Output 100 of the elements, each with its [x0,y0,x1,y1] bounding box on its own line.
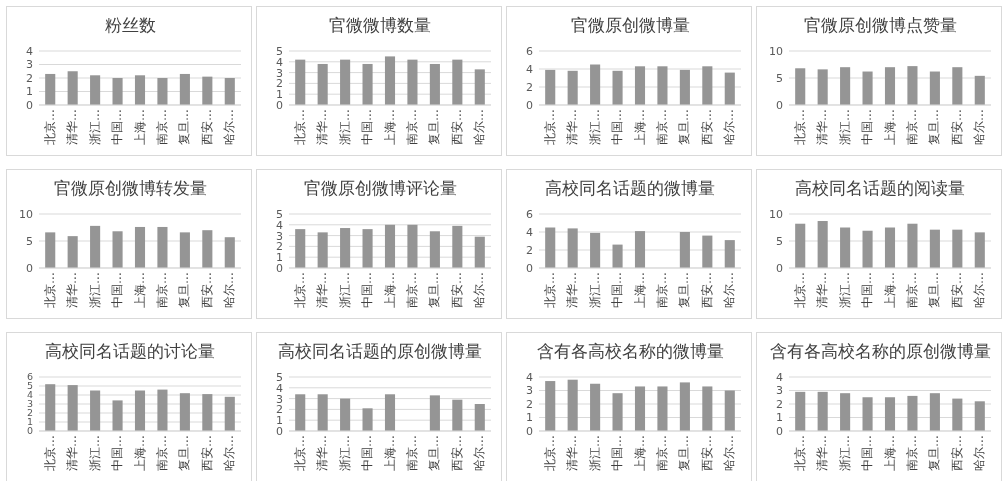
y-tick-label: 2 [276,403,283,417]
x-tick-label: 浙江… [87,109,102,145]
x-tick-label: 北京… [292,435,307,471]
x-tick-label: 清华… [565,109,580,145]
y-tick-label: 4 [26,389,33,401]
y-tick-label: 0 [526,424,533,438]
x-tick-label: 复旦… [427,109,442,145]
y-tick-label: 6 [526,44,533,58]
chart-title: 含有各高校名称的微博量 [536,341,724,361]
y-tick-label: 2 [26,71,33,85]
x-tick-label: 复旦… [927,435,942,471]
x-tick-label: 清华… [815,435,830,471]
y-tick-label: 3 [26,398,33,410]
x-tick-label: 西安… [949,272,964,308]
x-tick-label: 浙江… [587,109,602,145]
y-tick-label: 2 [26,407,33,419]
x-tick-label: 西安… [199,109,214,145]
chart-title: 高校同名话题的阅读量 [795,178,965,198]
chart-title: 高校同名话题的原创微博量 [278,341,482,361]
x-tick-label: 复旦… [427,272,442,308]
y-tick-label: 5 [276,44,283,58]
y-tick-label: 4 [526,62,533,76]
x-tick-label: 清华… [65,435,80,471]
chart-title: 高校同名话题的讨论量 [45,341,215,361]
y-tick-label: 3 [526,384,533,398]
x-tick-label: 中国… [860,109,875,145]
x-tick-label: 北京… [42,435,57,471]
y-tick-label: 5 [26,234,33,248]
x-tick-label: 西安… [949,109,964,145]
y-tick-label: 0 [26,261,33,275]
y-tick-label: 4 [276,381,283,395]
x-tick-label: 复旦… [927,109,942,145]
x-tick-label: 清华… [565,272,580,308]
x-tick-label: 西安… [699,109,714,145]
x-tick-label: 复旦… [677,272,692,308]
x-tick-label: 北京… [792,272,807,308]
x-tick-label: 中国… [110,435,125,471]
x-tick-label: 上海… [382,109,397,145]
x-tick-label: 南京… [654,109,669,145]
y-tick-label: 6 [526,207,533,221]
x-tick-label: 上海… [882,272,897,308]
x-tick-label: 浙江… [587,272,602,308]
x-tick-label: 浙江… [337,272,352,308]
x-tick-label: 西安… [199,272,214,308]
x-tick-label: 上海… [882,435,897,471]
x-tick-label: 上海… [882,109,897,145]
x-tick-label: 西安… [699,272,714,308]
x-tick-label: 清华… [315,272,330,308]
x-tick-label: 上海… [382,272,397,308]
x-tick-label: 西安… [199,435,214,471]
y-tick-label: 4 [526,225,533,239]
x-tick-label: 清华… [815,272,830,308]
x-tick-label: 上海… [632,435,647,471]
chart-title: 高校同名话题的微博量 [545,178,715,198]
y-tick-label: 2 [526,80,533,94]
x-tick-label: 中国… [360,109,375,145]
x-tick-label: 浙江… [837,109,852,145]
y-tick-label: 0 [26,98,33,112]
chart-title: 官微原创微博点赞量 [803,15,957,35]
y-tick-label: 1 [26,416,33,428]
x-tick-label: 清华… [65,272,80,308]
y-tick-label: 5 [276,207,283,221]
x-tick-label: 上海… [632,109,647,145]
x-tick-label: 南京… [654,435,669,471]
x-tick-label: 哈尔… [222,272,237,308]
y-tick-label: 0 [776,424,783,438]
x-tick-label: 西安… [949,435,964,471]
x-tick-label: 北京… [42,272,57,308]
x-tick-label: 南京… [404,272,419,308]
x-tick-label: 南京… [654,272,669,308]
x-tick-label: 哈尔… [472,435,487,471]
y-tick-label: 4 [276,218,283,232]
y-tick-label: 10 [769,207,783,221]
x-tick-label: 哈尔… [722,435,737,471]
x-tick-label: 南京… [904,272,919,308]
x-tick-label: 北京… [792,109,807,145]
y-tick-label: 2 [526,397,533,411]
x-tick-label: 北京… [42,109,57,145]
x-tick-label: 南京… [154,272,169,308]
y-tick-label: 1 [776,411,783,425]
x-tick-label: 南京… [404,109,419,145]
x-tick-label: 北京… [792,435,807,471]
x-tick-label: 中国… [860,435,875,471]
x-tick-label: 浙江… [837,272,852,308]
y-tick-label: 2 [276,240,283,254]
chart-title: 含有各高校名称的原创微博量 [769,341,991,361]
x-tick-label: 哈尔… [972,435,987,471]
y-tick-label: 0 [526,98,533,112]
x-tick-label: 浙江… [837,435,852,471]
x-tick-label: 哈尔… [222,435,237,471]
y-tick-label: 1 [526,411,533,425]
chart-title: 官微原创微博评论量 [303,178,457,198]
chart-title: 官微微博数量 [329,15,431,35]
y-tick-label: 4 [26,44,33,58]
x-tick-label: 复旦… [177,272,192,308]
y-tick-label: 10 [19,207,33,221]
x-tick-label: 清华… [315,109,330,145]
x-tick-label: 哈尔… [472,272,487,308]
y-tick-label: 4 [776,370,783,384]
x-tick-label: 中国… [610,109,625,145]
